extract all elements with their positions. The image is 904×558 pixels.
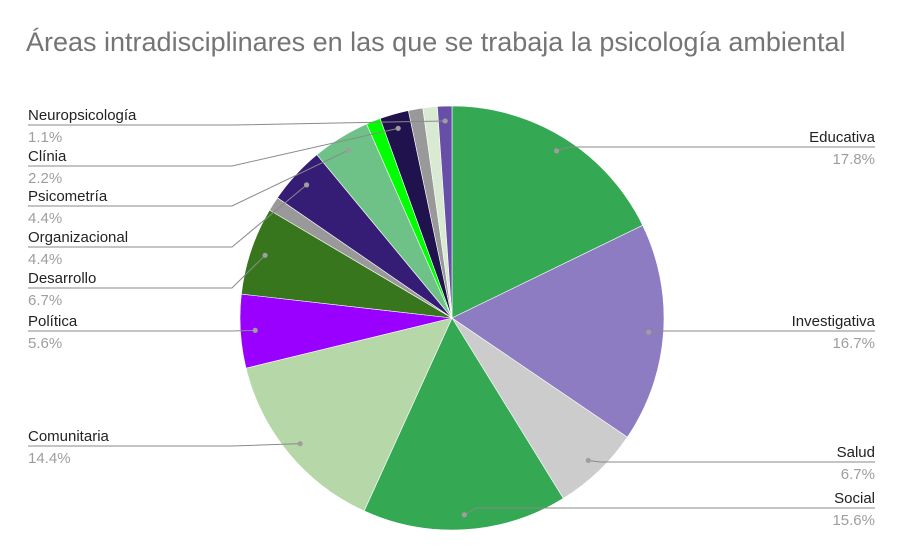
leader-line: [28, 149, 349, 207]
leader-line: [588, 459, 875, 463]
slice-percent: 16.7%: [832, 335, 875, 352]
label-social: Social 15.6%: [461, 490, 875, 529]
slice-label: Clínia: [28, 148, 67, 165]
label-clinia: Clínia 2.2%: [28, 125, 401, 187]
slice-label: Salud: [837, 444, 875, 461]
pie-slice-investigativa: [451, 224, 665, 438]
slice-percent: 6.7%: [841, 466, 875, 483]
pie-slices: [239, 105, 665, 531]
leader-line: [28, 329, 256, 332]
slice-percent: 5.6%: [28, 335, 62, 352]
leader-dot: [262, 252, 268, 258]
pie-slice-comunitaria: [245, 317, 453, 512]
label-educativa: Educativa 17.8%: [554, 129, 876, 168]
leader-dot: [442, 118, 448, 124]
leader-dot: [585, 457, 591, 464]
leader-line: [28, 127, 399, 167]
pie-slice-educativa: [451, 105, 644, 319]
leader-dot: [554, 148, 560, 154]
slice-label: Social: [834, 490, 875, 507]
slice-percent: 4.4%: [28, 210, 62, 227]
slice-percent: 14.4%: [28, 450, 71, 467]
slice-label: Organizacional: [28, 229, 128, 246]
leader-line: [556, 146, 875, 152]
slice-percent: 4.4%: [28, 251, 62, 268]
slice-label: Investigativa: [792, 313, 876, 330]
leader-dot: [297, 441, 303, 447]
pie-labels: Educativa 17.8% Investigativa 16.7% Salud 6.7…: [28, 107, 876, 529]
leader-dot: [646, 329, 652, 335]
leader-line: [28, 184, 307, 248]
slice-percent: 6.7%: [28, 292, 62, 309]
label-desarrollo: Desarrollo 6.7%: [28, 252, 268, 309]
leader-dot: [461, 512, 467, 518]
slice-percent: 2.2%: [28, 170, 62, 187]
label-neuropsicologia: Neuropsicología 1.1%: [28, 107, 448, 146]
slice-percent: 17.8%: [832, 151, 875, 168]
leader-line: [28, 254, 266, 289]
leader-dot: [395, 125, 401, 131]
label-organizacional: Organizacional 4.4%: [28, 182, 310, 268]
leader-line: [28, 443, 301, 447]
chart-title: Áreas intradisciplinares en las que se t…: [26, 27, 846, 57]
slice-percent: 15.6%: [832, 512, 875, 529]
leader-line: [464, 507, 875, 516]
leader-line: [648, 330, 875, 333]
leader-line: [28, 120, 446, 126]
slice-percent: 1.1%: [28, 129, 62, 146]
leader-dot: [303, 182, 310, 188]
label-politica: Política 5.6%: [28, 313, 258, 352]
label-investigativa: Investigativa 16.7%: [646, 313, 876, 352]
label-psicometria: Psicometría 4.4%: [28, 147, 352, 227]
label-salud: Salud 6.7%: [585, 444, 875, 483]
pie-slice-neuropsicologia: [437, 105, 453, 319]
slice-label: Neuropsicología: [28, 107, 137, 124]
slice-label: Educativa: [809, 129, 876, 146]
leader-dot: [252, 327, 258, 333]
leader-dot: [345, 147, 352, 153]
slice-label: Comunitaria: [28, 428, 110, 445]
slice-label: Desarrollo: [28, 270, 96, 287]
slice-label: Psicometría: [28, 188, 108, 205]
label-comunitaria: Comunitaria 14.4%: [28, 428, 303, 467]
slice-label: Política: [28, 313, 78, 330]
